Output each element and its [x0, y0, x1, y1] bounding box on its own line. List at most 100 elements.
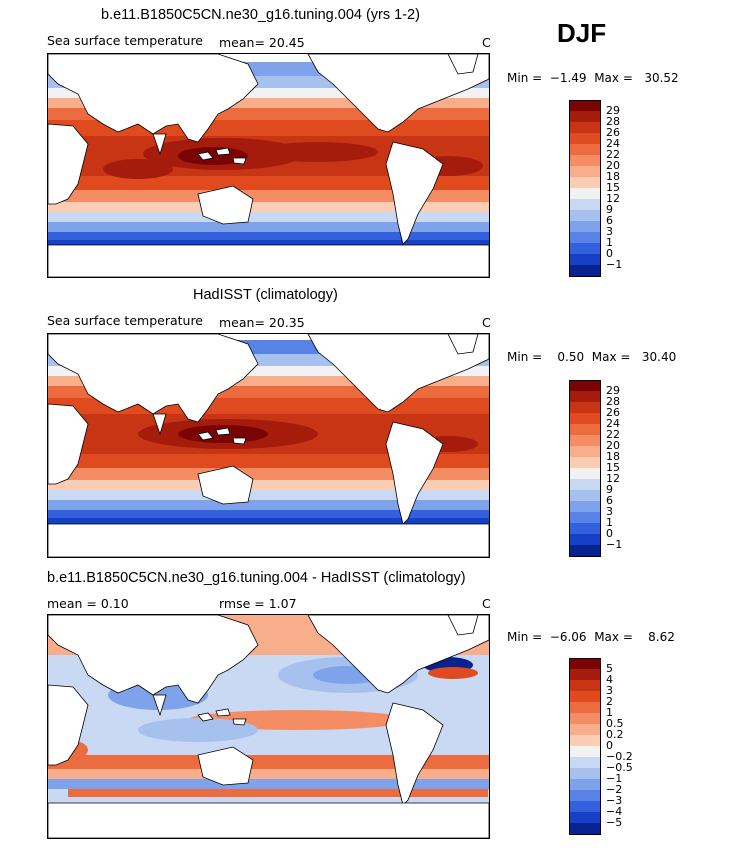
colorbar-swatch [569, 243, 601, 254]
colorbar-label: −4 [606, 805, 623, 818]
panel-3-units: C [482, 596, 491, 611]
colorbar-label: 6 [606, 494, 613, 507]
colorbar-label: 12 [606, 472, 620, 485]
colorbar-label: 5 [606, 662, 613, 675]
colorbar-label: 3 [606, 225, 613, 238]
colorbar-label: 3 [606, 684, 613, 697]
colorbar-swatch [569, 424, 601, 435]
panel-3-rmse: rmse = 1.07 [219, 596, 297, 611]
colorbar-swatch [569, 713, 601, 724]
colorbar-label: 29 [606, 384, 620, 397]
colorbar-label: 15 [606, 461, 620, 474]
colorbar-swatch [569, 724, 601, 735]
colorbar-label: 18 [606, 170, 620, 183]
panel-1-title: b.e11.B1850C5CN.ne30_g16.tuning.004 (yrs… [101, 7, 420, 23]
colorbar-swatch [569, 100, 601, 112]
panel-1-units: C [482, 35, 491, 50]
colorbar-swatch [569, 254, 601, 265]
colorbar-swatch [569, 177, 601, 188]
colorbar-label: 22 [606, 428, 620, 441]
colorbar-swatch [569, 232, 601, 243]
colorbar-swatch [569, 658, 601, 670]
colorbar-swatch [569, 669, 601, 680]
colorbar-label: 6 [606, 214, 613, 227]
colorbar-label: 1 [606, 706, 613, 719]
colorbar-swatch [569, 199, 601, 210]
panel-1-variable: Sea surface temperature [47, 33, 203, 48]
colorbar-swatch [569, 501, 601, 512]
colorbar-swatch [569, 680, 601, 691]
colorbar-swatch [569, 479, 601, 490]
colorbar-swatch [569, 391, 601, 402]
colorbar-swatch [569, 144, 601, 155]
colorbar-swatch [569, 545, 601, 557]
colorbar-swatch [569, 155, 601, 166]
colorbar-swatch [569, 402, 601, 413]
colorbar-label: 15 [606, 181, 620, 194]
colorbar-swatch [569, 122, 601, 133]
colorbar-label: 0 [606, 739, 613, 752]
colorbar-label: 28 [606, 115, 620, 128]
colorbar-swatch [569, 188, 601, 199]
colorbar-label: −5 [606, 816, 623, 829]
colorbar-label: 9 [606, 483, 613, 496]
colorbar-swatch [569, 757, 601, 768]
panel-3-title: b.e11.B1850C5CN.ne30_g16.tuning.004 - Ha… [47, 570, 466, 586]
colorbar-swatch [569, 801, 601, 812]
panel-3-mean: mean = 0.10 [47, 596, 129, 611]
colorbar-swatch [569, 166, 601, 177]
panel-2-minmax: Min = 0.50 Max = 30.40 [507, 350, 677, 364]
colorbar-swatch [569, 746, 601, 757]
colorbar-label: 4 [606, 673, 613, 686]
colorbar-label: 0 [606, 247, 613, 260]
colorbar-swatch [569, 133, 601, 144]
colorbar-label: 1 [606, 236, 613, 249]
colorbar-swatch [569, 523, 601, 534]
colorbar-label: 9 [606, 203, 613, 216]
panel-3-minmax: Min = −6.06 Max = 8.62 [507, 630, 675, 644]
colorbar-swatch [569, 468, 601, 479]
colorbar-swatch [569, 812, 601, 823]
colorbar-swatch [569, 221, 601, 232]
colorbar-label: 20 [606, 439, 620, 452]
colorbar-swatch [569, 380, 601, 392]
colorbar-label: 1 [606, 516, 613, 529]
colorbar-swatch [569, 779, 601, 790]
colorbar-label: 0.5 [606, 717, 624, 730]
colorbar-label: −1 [606, 258, 623, 271]
colorbar-label: 22 [606, 148, 620, 161]
colorbar-label: 20 [606, 159, 620, 172]
colorbar-swatch [569, 265, 601, 277]
colorbar-swatch [569, 790, 601, 801]
colorbar-label: −0.2 [606, 750, 633, 763]
panel-1-mean: mean= 20.45 [219, 35, 305, 50]
colorbar-label: −1 [606, 538, 623, 551]
colorbar-swatch [569, 702, 601, 713]
panel-2-units: C [482, 315, 491, 330]
colorbar-swatch [569, 823, 601, 835]
colorbar-swatch [569, 111, 601, 122]
colorbar-swatch [569, 768, 601, 779]
colorbar-swatch [569, 691, 601, 702]
colorbar-swatch [569, 735, 601, 746]
panel-2-map [47, 333, 490, 558]
colorbar-swatch [569, 446, 601, 457]
colorbar-label: 24 [606, 137, 620, 150]
colorbar-label: −2 [606, 783, 623, 796]
colorbar-swatch [569, 435, 601, 446]
colorbar-label: 29 [606, 104, 620, 117]
colorbar-label: 12 [606, 192, 620, 205]
colorbar-swatch [569, 413, 601, 424]
colorbar-label: 28 [606, 395, 620, 408]
panel-3-map [47, 614, 490, 839]
colorbar-swatch [569, 534, 601, 545]
colorbar-label: 26 [606, 406, 620, 419]
panel-2-title: HadISST (climatology) [193, 287, 338, 303]
panel-2-variable: Sea surface temperature [47, 313, 203, 328]
colorbar-label: 0.2 [606, 728, 624, 741]
season-label: DJF [557, 18, 607, 48]
colorbar-swatch [569, 512, 601, 523]
colorbar-label: 3 [606, 505, 613, 518]
panel-1-minmax: Min = −1.49 Max = 30.52 [507, 71, 679, 85]
colorbar-label: 26 [606, 126, 620, 139]
